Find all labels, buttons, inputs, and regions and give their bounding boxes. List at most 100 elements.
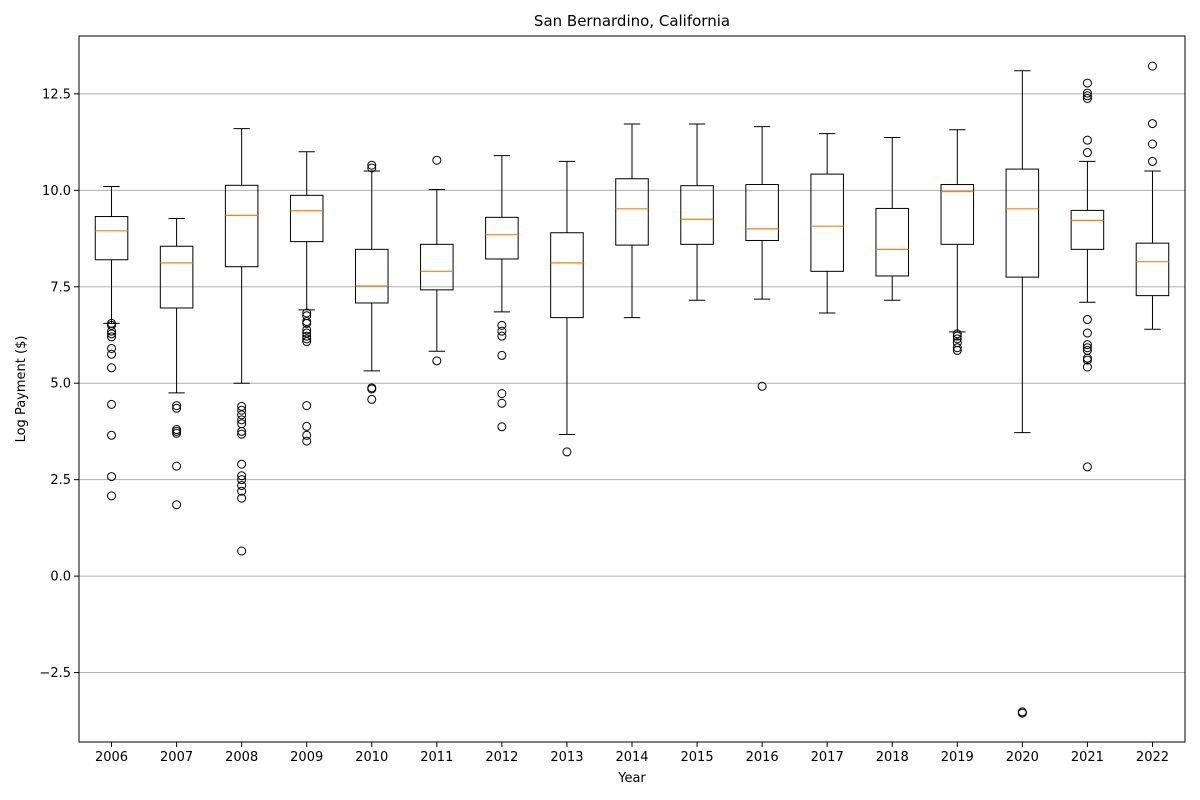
outlier-point: [237, 493, 247, 503]
y-tick-label: 0.0: [50, 570, 71, 585]
box-2008: [224, 128, 259, 556]
outlier-point: [1082, 340, 1092, 350]
outlier-point: [497, 320, 507, 330]
x-tick-label: 2008: [225, 750, 258, 765]
outlier-point: [107, 430, 117, 440]
outlier-point: [1082, 78, 1092, 88]
outlier-point: [1147, 139, 1157, 149]
box-2012: [485, 155, 519, 432]
outlier-point: [1082, 93, 1092, 103]
outlier-point: [1082, 88, 1092, 98]
box-2009: [289, 151, 324, 446]
outlier-point: [107, 332, 117, 342]
outlier-point: [497, 350, 507, 360]
y-tick-label: −2.5: [39, 666, 71, 681]
outlier-point: [367, 394, 377, 404]
outlier-point: [497, 331, 507, 341]
x-tick-label: 2009: [290, 750, 323, 765]
outlier-point: [107, 326, 117, 336]
outlier-point: [562, 447, 572, 457]
outlier-point: [172, 401, 182, 411]
iqr-box: [1005, 168, 1040, 278]
outlier-point: [107, 349, 117, 359]
outlier-point: [237, 459, 247, 469]
outlier-point: [237, 486, 247, 496]
x-tick-label: 2015: [681, 750, 714, 765]
outlier-point: [237, 471, 247, 481]
outlier-point: [237, 426, 247, 436]
outlier-point: [302, 318, 312, 328]
y-axis: −2.5 0.0 2.5 5.0 7.5 10.0 12.5: [39, 87, 79, 681]
outlier-point: [432, 356, 442, 366]
outlier-point: [497, 398, 507, 408]
y-tick-label: 2.5: [50, 473, 71, 488]
x-tick-label: 2020: [1006, 750, 1039, 765]
x-tick-label: 2007: [160, 750, 193, 765]
outlier-point: [497, 389, 507, 399]
outlier-point: [1147, 61, 1157, 71]
box-2020: [1005, 70, 1040, 718]
outlier-point: [1082, 353, 1092, 363]
y-axis-title: Log Payment ($): [14, 336, 29, 443]
outlier-point: [952, 343, 962, 353]
iqr-box: [680, 185, 714, 245]
outlier-point: [1082, 315, 1092, 325]
outlier-point: [237, 480, 247, 490]
x-tick-label: 2006: [95, 750, 128, 765]
outlier-point: [1082, 355, 1092, 365]
outlier-point: [107, 472, 117, 482]
x-tick-label: 2016: [746, 750, 779, 765]
outlier-point: [302, 316, 312, 326]
outlier-point: [107, 363, 117, 373]
box-2007: [159, 217, 194, 510]
outlier-point: [172, 461, 182, 471]
x-tick-label: 2011: [420, 750, 453, 765]
outlier-point: [237, 415, 247, 425]
x-tick-label: 2014: [615, 750, 648, 765]
outlier-point: [367, 384, 377, 394]
iqr-box: [94, 216, 129, 261]
outlier-point: [237, 429, 247, 439]
outlier-point: [302, 337, 312, 347]
outlier-point: [302, 334, 312, 344]
x-tick-label: 2010: [355, 750, 388, 765]
box-2014: [615, 123, 649, 319]
x-tick-label: 2018: [876, 750, 909, 765]
x-axis-title: Year: [617, 771, 646, 786]
iqr-box: [485, 216, 519, 260]
outlier-point: [172, 426, 182, 436]
outlier-point: [172, 428, 182, 438]
iqr-box: [810, 173, 844, 272]
x-tick-label: 2013: [550, 750, 583, 765]
outlier-point: [302, 325, 312, 335]
outlier-point: [757, 381, 767, 391]
outlier-point: [952, 334, 962, 344]
iqr-box: [159, 245, 194, 309]
outlier-point: [952, 345, 962, 355]
outlier-point: [952, 331, 962, 341]
iqr-box: [615, 178, 649, 246]
box-2021: [1070, 78, 1105, 472]
iqr-box: [224, 184, 259, 268]
x-tick-label: 2019: [941, 750, 974, 765]
box-2022: [1135, 61, 1170, 330]
outlier-point: [1147, 156, 1157, 166]
x-tick-label: 2022: [1136, 750, 1169, 765]
outlier-point: [237, 546, 247, 556]
box-2015: [680, 123, 714, 301]
outlier-point: [172, 403, 182, 413]
outlier-point: [302, 430, 312, 440]
outlier-point: [1082, 328, 1092, 338]
iqr-box: [875, 207, 909, 277]
iqr-box: [1135, 242, 1170, 297]
iqr-box: [550, 232, 584, 319]
outlier-point: [107, 343, 117, 353]
x-tick-label: 2017: [811, 750, 844, 765]
x-tick-label: 2012: [485, 750, 518, 765]
x-tick-label: 2021: [1071, 750, 1104, 765]
boxes-layer: [94, 61, 1170, 718]
outlier-point: [302, 421, 312, 431]
outlier-point: [107, 329, 117, 339]
outlier-point: [302, 401, 312, 411]
y-tick-label: 12.5: [42, 87, 71, 102]
